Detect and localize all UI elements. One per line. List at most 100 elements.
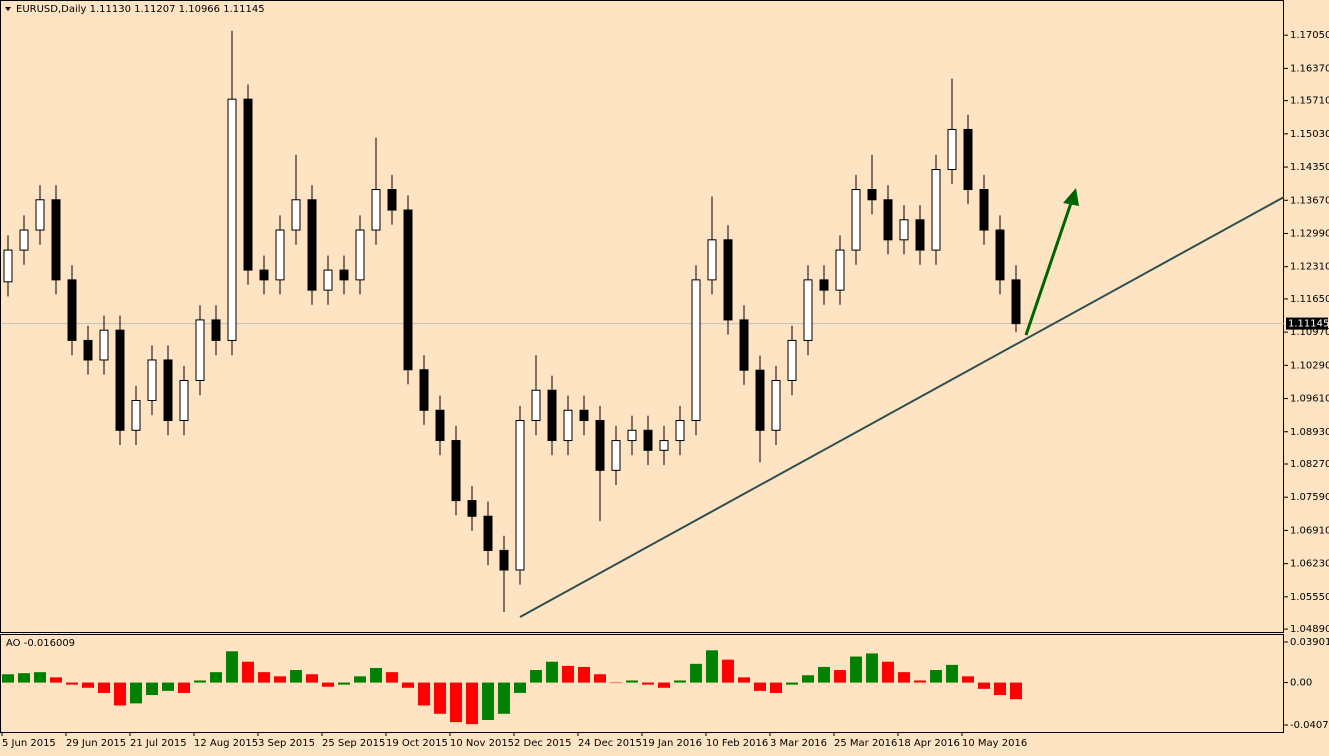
candle-body: [851, 189, 861, 251]
ao-bar: [610, 682, 622, 684]
ao-bar: [738, 677, 750, 683]
ao-bar: [706, 650, 718, 683]
candle-body: [419, 369, 429, 411]
y-tick-label: 1.15030: [1290, 129, 1329, 140]
candle-body: [915, 219, 925, 251]
y-tick-label: 1.12310: [1290, 262, 1329, 273]
candle-body: [435, 409, 445, 442]
candle-body: [563, 409, 573, 442]
candle-body: [403, 209, 413, 371]
candle-body: [307, 199, 317, 291]
x-tick-label: 25 Mar 2016: [834, 738, 897, 749]
ao-bar: [354, 676, 366, 683]
x-tick-label: 24 Dec 2015: [578, 738, 642, 749]
x-tick-label: 3 Mar 2016: [770, 738, 827, 749]
candle-body: [323, 269, 333, 291]
y-tick-label: 1.08270: [1290, 459, 1329, 470]
ao-bar: [514, 682, 526, 693]
ao-bar: [146, 682, 158, 696]
candle-body: [739, 319, 749, 371]
ao-bar: [130, 682, 142, 704]
y-tick-label: 1.15710: [1290, 96, 1329, 107]
ao-bar: [898, 672, 910, 683]
candle-body: [691, 279, 701, 422]
y-tick-label: 1.11650: [1290, 294, 1329, 305]
ao-bar: [258, 672, 270, 683]
ao-bar: [66, 682, 78, 685]
ao-bar: [338, 682, 350, 685]
candle-body: [787, 339, 797, 381]
x-tick-label: 5 Jun 2015: [2, 738, 56, 749]
ao-bar: [770, 682, 782, 693]
ao-bar: [418, 682, 430, 706]
candle-body: [83, 339, 93, 361]
candle-body: [467, 500, 477, 517]
ao-bar: [402, 682, 414, 688]
chart-title: EURUSD,Daily 1.11130 1.11207 1.10966 1.1…: [16, 4, 265, 15]
ao-bar: [818, 666, 830, 683]
candle-body: [147, 359, 157, 402]
candle-body: [355, 229, 365, 281]
ao-bar: [178, 682, 190, 693]
arrow-head: [1063, 188, 1079, 206]
y2-tick-label: 0.039012: [1290, 637, 1329, 648]
candle-body: [387, 189, 397, 211]
x-tick-label: 10 May 2016: [962, 738, 1027, 749]
candle-body: [179, 379, 189, 422]
y-tick-label: 1.12990: [1290, 228, 1329, 239]
candle-body: [675, 420, 685, 442]
candle-body: [275, 229, 285, 281]
candle-body: [515, 420, 525, 571]
candle-body: [499, 549, 509, 571]
ao-bar: [978, 682, 990, 689]
ao-bar: [274, 676, 286, 683]
ao-bar: [866, 653, 878, 683]
candle-body: [595, 420, 605, 471]
candle-body: [963, 128, 973, 191]
ao-bar: [834, 670, 846, 683]
x-tick-label: 18 Apr 2016: [898, 738, 960, 749]
candle-body: [483, 515, 493, 551]
candle-body: [1011, 279, 1021, 325]
x-tick-label: 2 Dec 2015: [514, 738, 572, 749]
ao-bar: [674, 680, 686, 683]
ao-bar: [98, 682, 110, 693]
x-tick-label: 29 Jun 2015: [66, 738, 126, 749]
candle-body: [867, 189, 877, 201]
candle-body: [819, 279, 829, 291]
y-tick-label: 1.13670: [1290, 195, 1329, 206]
ao-bar: [306, 674, 318, 683]
ao-bar: [546, 661, 558, 683]
candle-body: [835, 249, 845, 291]
ao-bar: [722, 659, 734, 683]
y-tick-label: 1.06230: [1290, 559, 1329, 570]
y-tick-label: 1.16370: [1290, 63, 1329, 74]
ao-bar: [82, 682, 94, 688]
last-price-tag: [1286, 317, 1328, 330]
candle-body: [227, 98, 237, 341]
candle-body: [899, 219, 909, 241]
indicator-title: AO -0.016009: [6, 638, 75, 649]
ao-bar: [882, 661, 894, 683]
x-tick-label: 19 Oct 2015: [386, 738, 448, 749]
candle-body: [51, 199, 61, 281]
candle-body: [723, 239, 733, 321]
y-tick-label: 1.06910: [1290, 525, 1329, 536]
candle-body: [3, 249, 13, 283]
y-tick-label: 1.07590: [1290, 492, 1329, 503]
candle-body: [947, 128, 957, 170]
x-tick-label: 21 Jul 2015: [130, 738, 187, 749]
ao-bar: [994, 682, 1006, 696]
ao-bar: [114, 682, 126, 706]
y-tick-label: 1.10290: [1290, 360, 1329, 371]
candle-body: [883, 199, 893, 241]
ao-bar: [530, 670, 542, 683]
ao-bar: [930, 670, 942, 683]
candle-body: [35, 199, 45, 231]
last-price-label: 1.11145: [1288, 319, 1329, 330]
ao-bar: [162, 682, 174, 691]
candle-body: [243, 98, 253, 271]
candle-body: [643, 429, 653, 451]
candle-body: [259, 269, 269, 281]
ao-bar: [210, 672, 222, 683]
